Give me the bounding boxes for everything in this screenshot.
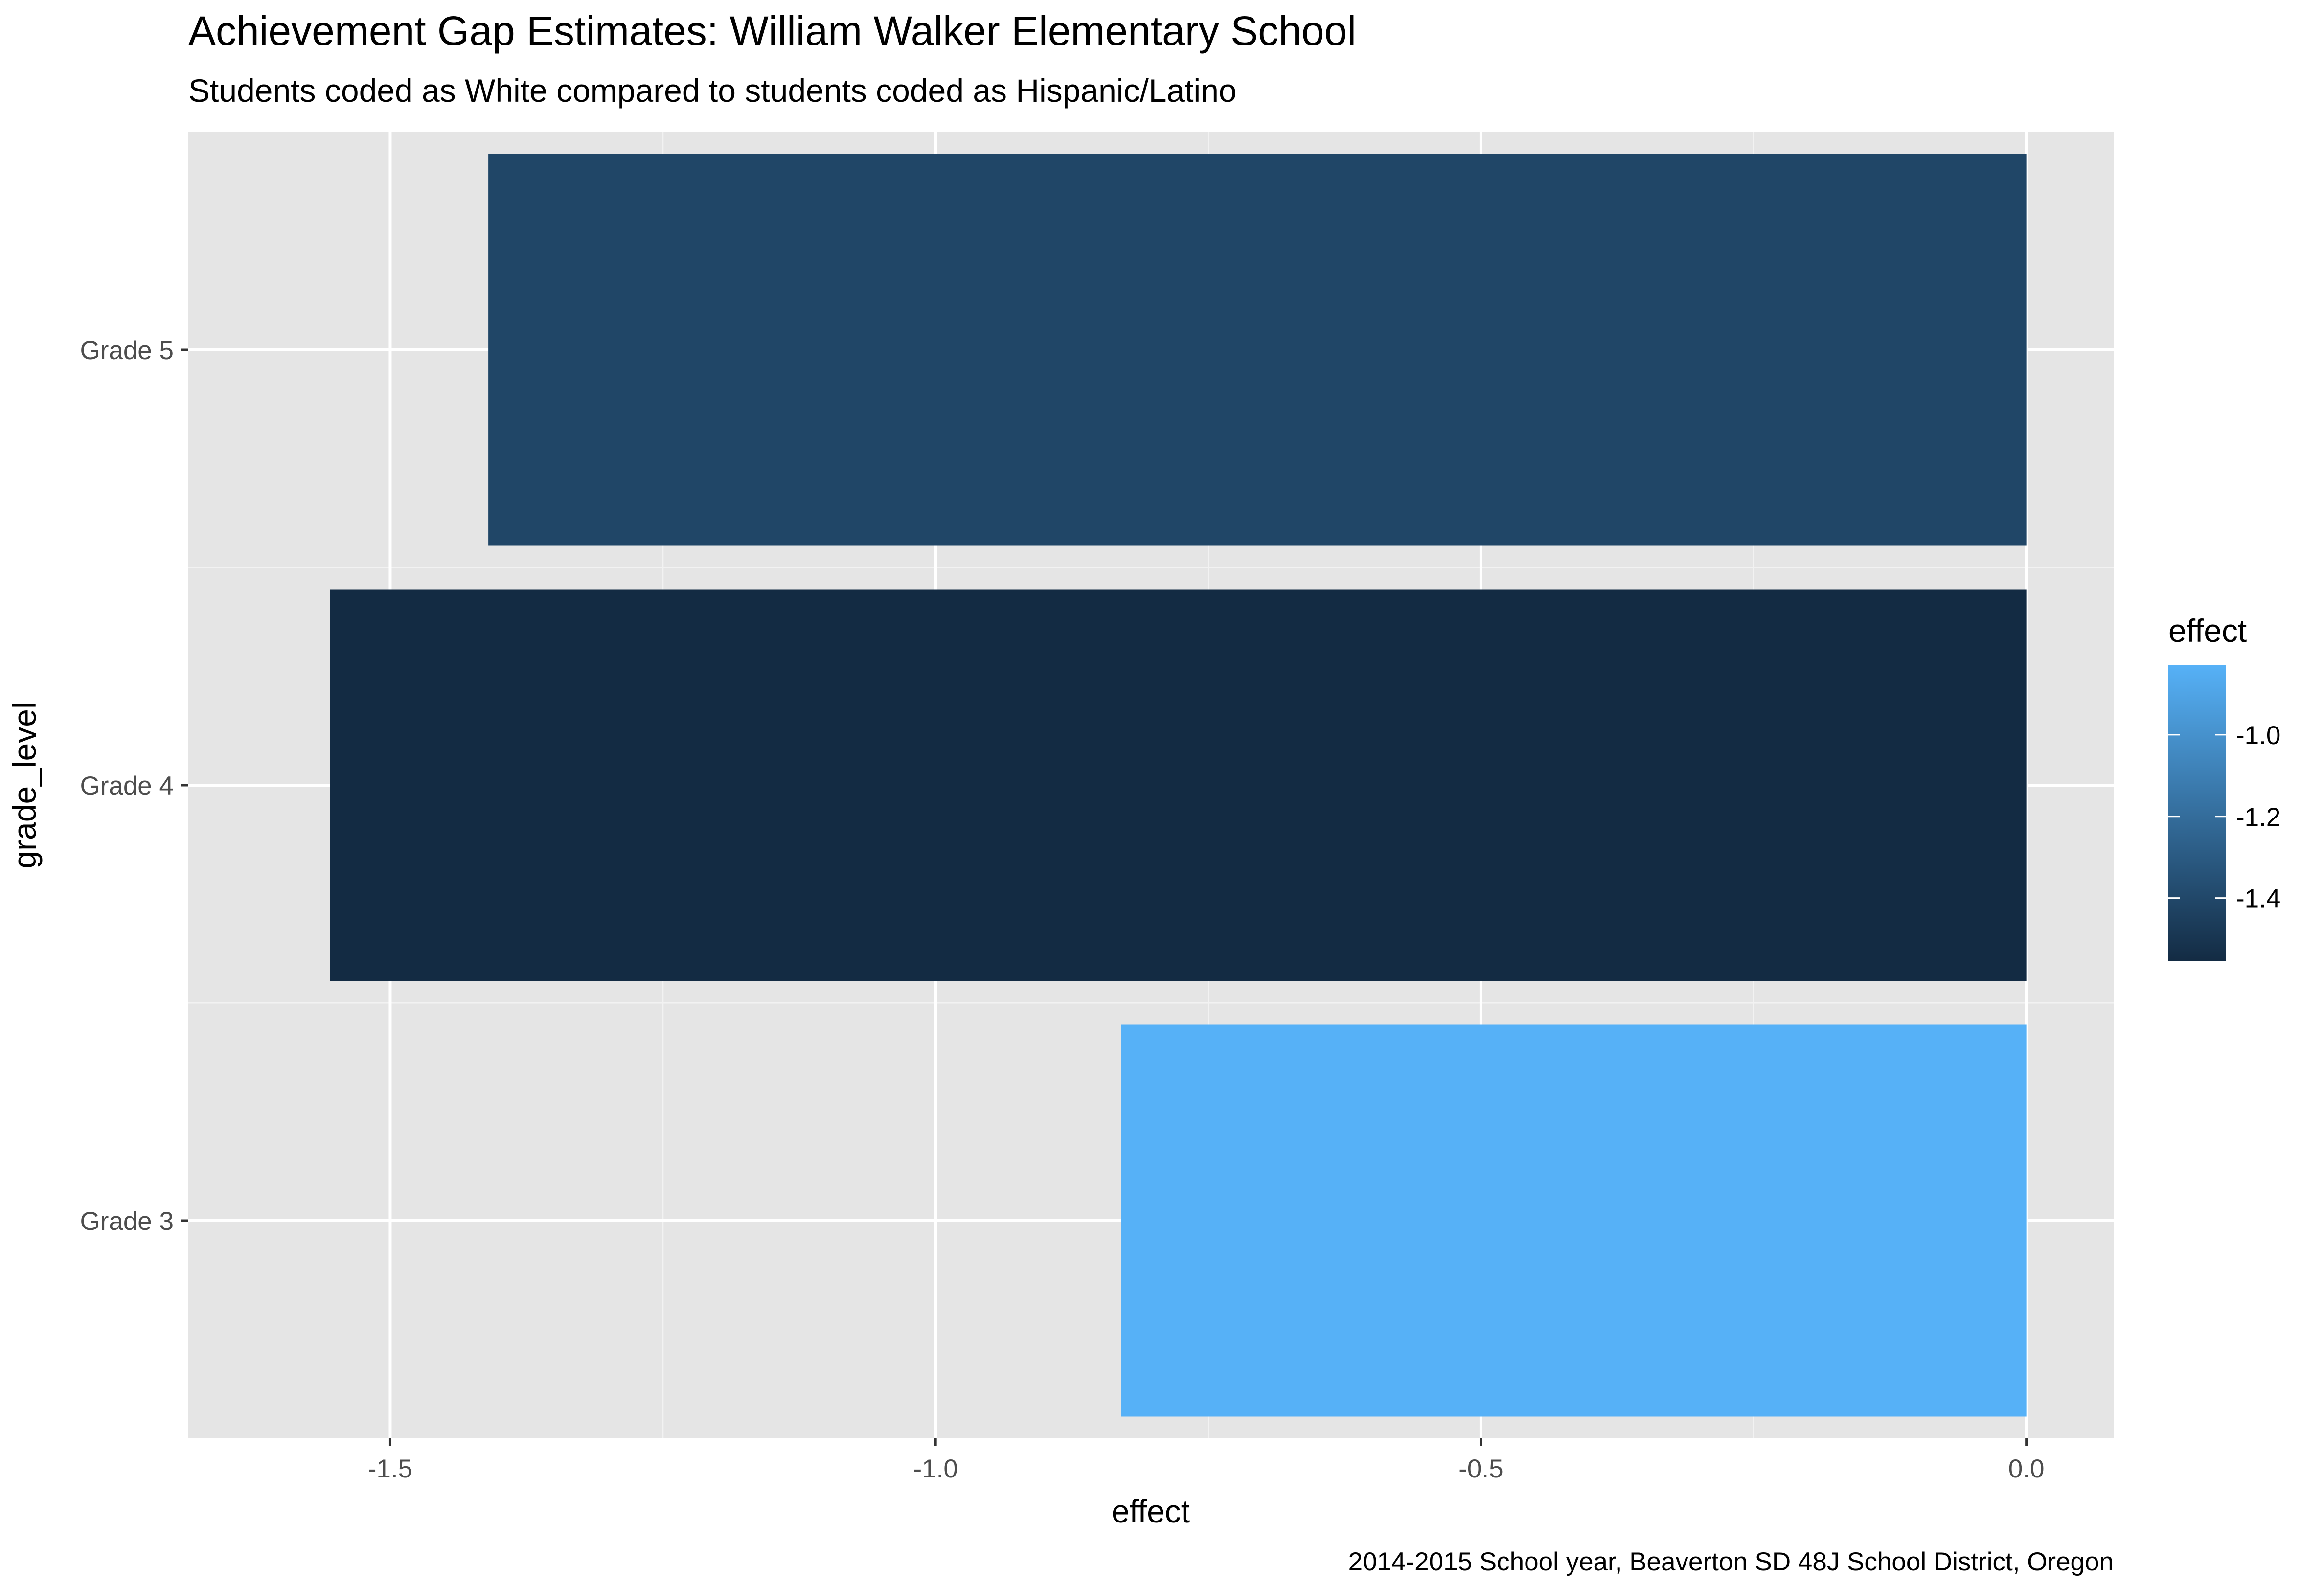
bar-grade-3 <box>1121 1024 2027 1417</box>
legend-ticks: -1.0 -1.2 -1.4 <box>2168 721 2280 913</box>
x-tick-label: -1.5 <box>368 1454 412 1483</box>
legend-colorbar <box>2168 665 2226 961</box>
y-axis-title: grade_level <box>6 702 43 868</box>
legend-tick-label: -1.0 <box>2236 721 2280 750</box>
y-tick-label: Grade 4 <box>80 772 174 800</box>
y-axis: Grade 3 Grade 4 Grade 5 <box>80 336 188 1236</box>
bar-grade-4 <box>330 589 2027 981</box>
bar-grade-5 <box>488 154 2027 546</box>
x-tick-label: -1.0 <box>913 1454 958 1483</box>
bars <box>330 154 2027 1417</box>
chart-caption: 2014-2015 School year, Beaverton SD 48J … <box>1348 1547 2114 1576</box>
chart-subtitle: Students coded as White compared to stud… <box>188 72 1237 109</box>
x-tick-label: 0.0 <box>2008 1454 2045 1483</box>
y-tick-label: Grade 3 <box>80 1207 174 1236</box>
chart-title: Achievement Gap Estimates: William Walke… <box>188 8 1356 54</box>
x-axis-title: effect <box>1112 1493 1190 1529</box>
legend-title: effect <box>2168 613 2247 649</box>
legend: effect -1.0 -1.2 -1.4 <box>2168 613 2280 961</box>
x-axis: -1.5 -1.0 -0.5 0.0 <box>368 1438 2045 1483</box>
legend-tick-label: -1.4 <box>2236 885 2280 913</box>
y-tick-label: Grade 5 <box>80 336 174 365</box>
legend-tick-label: -1.2 <box>2236 803 2280 832</box>
x-tick-label: -0.5 <box>1458 1454 1503 1483</box>
